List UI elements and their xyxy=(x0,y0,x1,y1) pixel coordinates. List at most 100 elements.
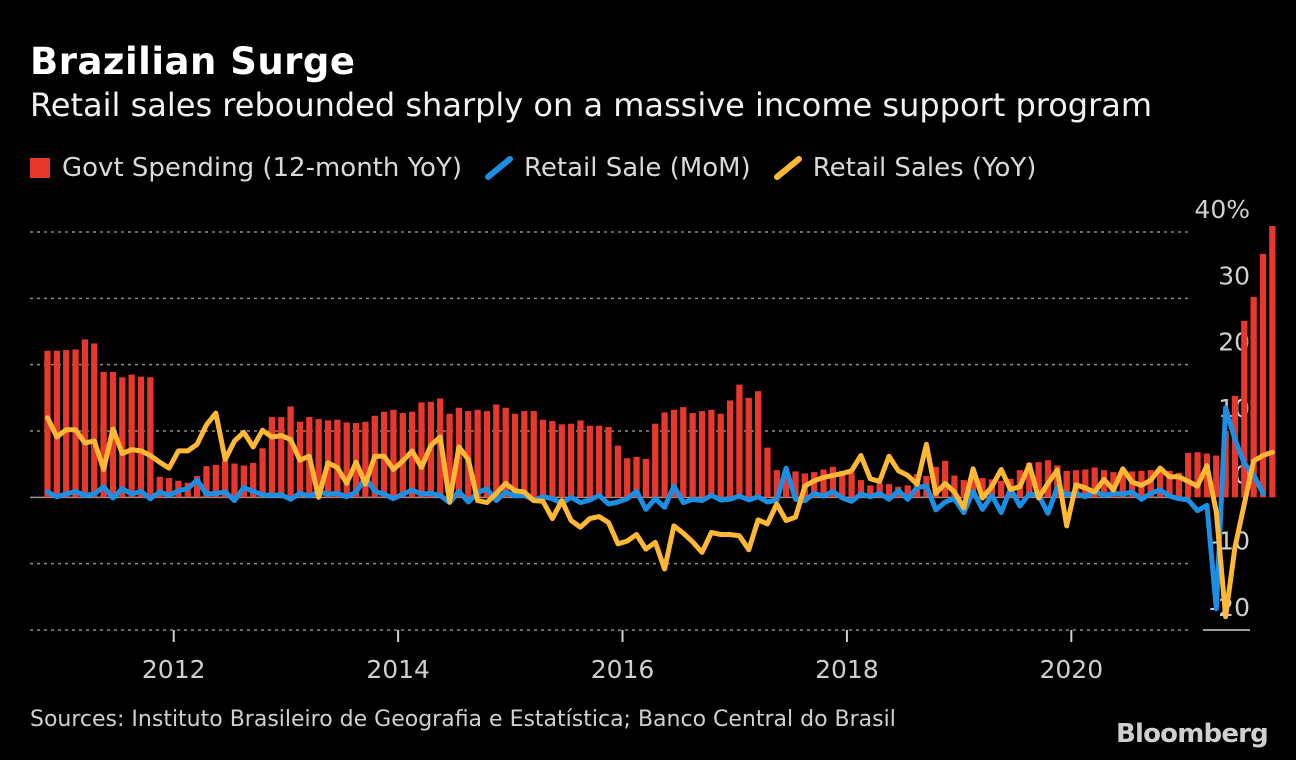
source-note: Sources: Instituto Brasileiro de Geograf… xyxy=(30,707,896,732)
bar-govt-spending xyxy=(951,475,958,498)
bar-govt-spending xyxy=(156,476,163,498)
bar-govt-spending xyxy=(867,485,874,498)
bar-govt-spending xyxy=(829,466,837,498)
legend-swatch-retail-yoy-stroke xyxy=(773,156,802,180)
bar-govt-spending xyxy=(1269,226,1276,498)
bar-govt-spending xyxy=(53,350,60,498)
bar-govt-spending xyxy=(1100,470,1108,498)
bar-govt-spending xyxy=(885,484,893,498)
bar-govt-spending xyxy=(193,476,201,498)
bar-govt-spending xyxy=(465,411,472,498)
bar-govt-spending xyxy=(979,478,986,498)
bar-govt-spending xyxy=(652,423,659,498)
bar-govt-spending xyxy=(91,343,98,498)
bar-govt-spending xyxy=(1250,297,1257,498)
bar-govt-spending xyxy=(1222,431,1229,498)
bar-govt-spending xyxy=(1082,469,1089,498)
bar-govt-spending xyxy=(642,458,650,498)
bar-govt-spending xyxy=(633,456,640,498)
bar-govt-spending xyxy=(773,470,780,498)
bar-govt-spending xyxy=(315,419,322,498)
bar-govt-spending xyxy=(399,413,406,498)
bar-govt-spending xyxy=(44,350,51,498)
bar-govt-spending xyxy=(876,483,883,498)
bar-govt-spending xyxy=(1044,460,1052,498)
bar-govt-spending xyxy=(783,468,790,498)
bar-govt-spending xyxy=(764,447,771,498)
legend-item-retail-mom: Retail Sale (MoM) xyxy=(484,153,751,183)
legend-swatch-retail-mom xyxy=(484,156,513,180)
bar-govt-spending xyxy=(1091,467,1098,498)
bar-govt-spending xyxy=(811,472,818,498)
bar-govt-spending xyxy=(970,476,977,498)
legend-item-retail-yoy: Retail Sales (YoY) xyxy=(773,153,1036,183)
bar-govt-spending xyxy=(100,371,107,498)
bar-govt-spending xyxy=(203,466,210,498)
bar-govt-spending xyxy=(474,409,481,498)
bar-govt-spending xyxy=(493,404,500,498)
bar-govt-spending xyxy=(614,445,621,498)
bar-govt-spending xyxy=(567,423,575,498)
bar-govt-spending xyxy=(605,427,612,498)
bar-govt-spending xyxy=(63,350,70,498)
bar-govt-spending xyxy=(250,462,257,498)
bar-govt-spending xyxy=(680,407,687,498)
x-tick-label-2020: 2020 xyxy=(1040,655,1104,684)
bar-govt-spending xyxy=(324,420,332,498)
bar-govt-spending xyxy=(287,406,294,498)
bar-govt-spending xyxy=(698,411,706,498)
bar-govt-spending xyxy=(1259,253,1267,498)
y-tick-label--10: -10 xyxy=(1209,527,1250,556)
bar-govt-spending xyxy=(1157,469,1164,498)
bar-govt-spending xyxy=(941,460,949,498)
bar-govt-spending xyxy=(502,407,509,498)
bar-govt-spending xyxy=(343,422,350,498)
bar-govt-spending xyxy=(726,400,734,498)
bar-govt-spending xyxy=(848,472,855,498)
bar-govt-spending xyxy=(745,397,752,498)
bar-govt-spending xyxy=(1194,452,1201,498)
y-tick-label-40: 40% xyxy=(1194,195,1250,224)
bar-govt-spending xyxy=(137,376,145,498)
bar-govt-spending xyxy=(1026,462,1033,498)
bar-govt-spending xyxy=(670,409,678,498)
bar-govt-spending xyxy=(278,417,285,498)
bar-govt-spending xyxy=(792,471,799,498)
bar-govt-spending xyxy=(820,469,827,498)
bar-govt-spending xyxy=(128,374,135,498)
bar-govt-spending xyxy=(530,411,537,498)
bar-govt-spending xyxy=(1231,395,1239,498)
bar-govt-spending xyxy=(1213,455,1220,498)
bar-govt-spending xyxy=(446,413,453,498)
bar-govt-spending xyxy=(511,413,519,498)
bar-govt-spending xyxy=(857,480,865,498)
bar-govt-spending xyxy=(661,412,668,498)
bar-govt-spending xyxy=(390,409,397,498)
bar-govt-spending xyxy=(1119,474,1126,498)
bar-govt-spending xyxy=(577,420,584,498)
bar-govt-spending xyxy=(418,402,425,498)
bar-govt-spending xyxy=(689,413,696,498)
bar-govt-spending xyxy=(1175,472,1182,498)
bar-govt-spending xyxy=(624,458,631,498)
bar-govt-spending xyxy=(222,460,229,498)
bar-govt-spending xyxy=(736,384,743,498)
bar-govt-spending xyxy=(1166,470,1173,498)
bar-govt-spending xyxy=(904,485,911,498)
legend: Govt Spending (12-month YoY) Retail Sale… xyxy=(30,150,1058,186)
legend-swatch-retail-mom-stroke xyxy=(484,156,513,180)
legend-label-govt-spending: Govt Spending (12-month YoY) xyxy=(62,153,462,183)
bar-govt-spending xyxy=(362,421,369,498)
bar-govt-spending xyxy=(268,417,276,498)
bar-govt-spending xyxy=(754,391,762,498)
x-tick-label-2012: 2012 xyxy=(142,655,206,684)
bar-govt-spending xyxy=(334,419,341,498)
bar-govt-spending xyxy=(81,339,89,498)
x-tick-label-2014: 2014 xyxy=(366,655,430,684)
bar-govt-spending xyxy=(839,470,846,498)
bar-govt-spending xyxy=(212,464,219,498)
bar-govt-spending xyxy=(586,425,593,498)
legend-swatch-retail-yoy xyxy=(773,156,802,180)
y-tick-label-30: 30 xyxy=(1218,261,1250,290)
